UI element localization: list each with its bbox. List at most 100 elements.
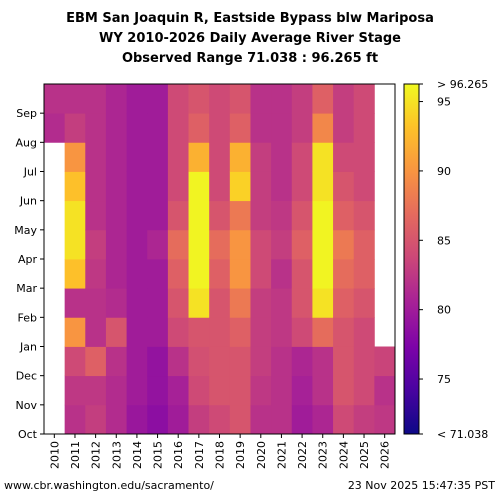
heatmap-cell-2012-Jun — [85, 171, 107, 202]
heatmap-cell-2022-Feb — [291, 288, 313, 318]
heatmap-cell-2026-Oct — [374, 404, 396, 435]
y-tick-label-May: May — [14, 224, 37, 237]
heatmap-cell-2022-Nov — [291, 375, 313, 406]
x-tick-label-2026: 2026 — [379, 441, 392, 469]
heatmap-cell-2012-Apr — [85, 229, 107, 260]
heatmap-cell-2015-Jul — [147, 142, 169, 172]
colorbar-tick-75: 75 — [437, 373, 451, 386]
heatmap-cell-2012-Jan — [85, 317, 107, 347]
heatmap-cell-2024-Dec — [333, 346, 355, 377]
heatmap-cell-2021-May — [271, 200, 293, 231]
x-tick-label-2016: 2016 — [172, 441, 185, 469]
heatmap-cell-2016-Feb — [167, 288, 189, 318]
heatmap-cell-2014-Jan — [126, 317, 148, 347]
heatmap-cell-2017-Sep — [188, 84, 210, 114]
heatmap-cell-2014-Jun — [126, 171, 148, 202]
heatmap-cell-2015-Oct — [147, 404, 169, 435]
heatmap-cell-2023-Jul — [312, 142, 334, 172]
heatmap-cell-2024-May — [333, 200, 355, 231]
heatmap-cell-2011-Oct — [64, 404, 86, 435]
heatmap-cell-2022-Mar — [291, 259, 313, 289]
heatmap-cell-2013-Oct — [105, 404, 127, 435]
heatmap-cell-2013-Sep — [105, 84, 127, 114]
heatmap-cell-2014-Apr — [126, 229, 148, 260]
colorbar-gradient — [403, 83, 420, 435]
heatmap-cell-2011-Aug — [64, 113, 86, 143]
y-tick-label-Jul: Jul — [23, 166, 37, 179]
heatmap-cell-2023-Aug — [312, 113, 334, 143]
heatmap-cell-2021-Mar — [271, 259, 293, 289]
heatmap-cell-2016-Mar — [167, 259, 189, 289]
heatmap-cell-2013-Apr — [105, 229, 127, 260]
heatmap-cell-2018-Sep — [209, 84, 231, 114]
heatmap-cell-2021-Nov — [271, 375, 293, 406]
heatmap-cell-2011-Mar — [64, 259, 86, 289]
x-tick-label-2015: 2015 — [152, 441, 165, 469]
heatmap-cell-2015-Dec — [147, 346, 169, 377]
heatmap-cell-2022-Jan — [291, 317, 313, 347]
heatmap-cell-2014-Mar — [126, 259, 148, 289]
heatmap-cell-2023-May — [312, 200, 334, 231]
heatmap-cell-2020-Dec — [250, 346, 272, 377]
heatmap-cell-2010-Aug — [44, 113, 66, 143]
heatmap-cell-2014-Feb — [126, 288, 148, 318]
heatmap-cell-2017-Jan — [188, 317, 210, 347]
heatmap-cell-2019-Nov — [229, 375, 251, 406]
y-tick-label-Sep: Sep — [16, 107, 37, 120]
heatmap-cell-2021-Jul — [271, 142, 293, 172]
heatmap-cell-2011-Sep — [64, 84, 86, 114]
heatmap-cell-2019-Apr — [229, 229, 251, 260]
heatmap-cell-2019-Feb — [229, 288, 251, 318]
heatmap-cell-2023-Dec — [312, 346, 334, 377]
colorbar-min-label: < 71.038 — [437, 428, 488, 441]
heatmap-cell-2017-Apr — [188, 229, 210, 260]
heatmap-cell-2014-Sep — [126, 84, 148, 114]
heatmap-cell-2018-Nov — [209, 375, 231, 406]
heatmap-cell-2012-Nov — [85, 375, 107, 406]
heatmap-cell-2013-Mar — [105, 259, 127, 289]
heatmap-cell-2014-Aug — [126, 113, 148, 143]
heatmap-cell-2016-Sep — [167, 84, 189, 114]
heatmap-cell-2025-Jan — [353, 317, 375, 347]
heatmap-cell-2022-Jul — [291, 142, 313, 172]
heatmap-cell-2017-Aug — [188, 113, 210, 143]
heatmap-cell-2012-Mar — [85, 259, 107, 289]
heatmap-cell-2014-May — [126, 200, 148, 231]
heatmap-cell-2020-Aug — [250, 113, 272, 143]
heatmap-cell-2024-Feb — [333, 288, 355, 318]
heatmap-cell-2012-May — [85, 200, 107, 231]
heatmap-cell-2025-Nov — [353, 375, 375, 406]
heatmap-cell-2013-Jun — [105, 171, 127, 202]
x-tick-label-2011: 2011 — [69, 441, 82, 469]
heatmap-cell-2020-Oct — [250, 404, 272, 435]
heatmap-cell-2024-Jul — [333, 142, 355, 172]
heatmap-cell-2020-May — [250, 200, 272, 231]
color-scale-bar: 75 80 85 90 95 > 96.265 < 71.038 — [403, 78, 488, 441]
heatmap-cell-2013-Nov — [105, 375, 127, 406]
heatmap-cell-2018-Jan — [209, 317, 231, 347]
heatmap-cell-2015-Aug — [147, 113, 169, 143]
heatmap-cell-2016-Oct — [167, 404, 189, 435]
heatmap-cell-2015-Jan — [147, 317, 169, 347]
heatmap-cell-2023-Sep — [312, 84, 334, 114]
heatmap-cell-2012-Aug — [85, 113, 107, 143]
heatmap-cell-2011-May — [64, 200, 86, 231]
heatmap-cell-2015-Sep — [147, 84, 169, 114]
heatmap-cell-2011-Apr — [64, 229, 86, 260]
x-tick-label-2018: 2018 — [214, 441, 227, 469]
heatmap-cell-2018-Feb — [209, 288, 231, 318]
x-tick-label-2013: 2013 — [110, 441, 123, 469]
heatmap-cell-2019-Mar — [229, 259, 251, 289]
heatmap-cell-2015-May — [147, 200, 169, 231]
heatmap-cell-2014-Oct — [126, 404, 148, 435]
colorbar-tick-85: 85 — [437, 234, 451, 247]
heatmap-cell-2022-May — [291, 200, 313, 231]
heatmap-cell-2023-Apr — [312, 229, 334, 260]
heatmap-cell-2017-Jul — [188, 142, 210, 172]
heatmap-cell-2011-Dec — [64, 346, 86, 377]
heatmap-cell-2014-Jul — [126, 142, 148, 172]
heatmap-cell-2024-Sep — [333, 84, 355, 114]
heatmap-cell-2025-Dec — [353, 346, 375, 377]
heatmap-cell-2019-May — [229, 200, 251, 231]
heatmap-cell-2012-Jul — [85, 142, 107, 172]
